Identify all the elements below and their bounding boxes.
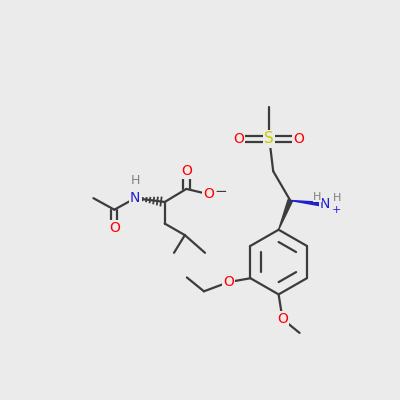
Text: −: − bbox=[214, 184, 227, 200]
Text: O: O bbox=[109, 221, 120, 235]
Text: +: + bbox=[332, 206, 342, 216]
Text: N: N bbox=[130, 191, 140, 205]
Polygon shape bbox=[290, 200, 323, 206]
Text: H: H bbox=[332, 193, 341, 203]
Text: S: S bbox=[264, 131, 274, 146]
Text: O: O bbox=[293, 132, 304, 146]
Text: N: N bbox=[320, 197, 330, 211]
Text: O: O bbox=[277, 312, 288, 326]
Text: O: O bbox=[181, 164, 192, 178]
Text: H: H bbox=[130, 174, 140, 187]
Text: H: H bbox=[313, 192, 322, 202]
Text: O: O bbox=[233, 132, 244, 146]
Polygon shape bbox=[279, 200, 292, 230]
Text: O: O bbox=[223, 275, 234, 289]
Text: O: O bbox=[204, 187, 214, 201]
